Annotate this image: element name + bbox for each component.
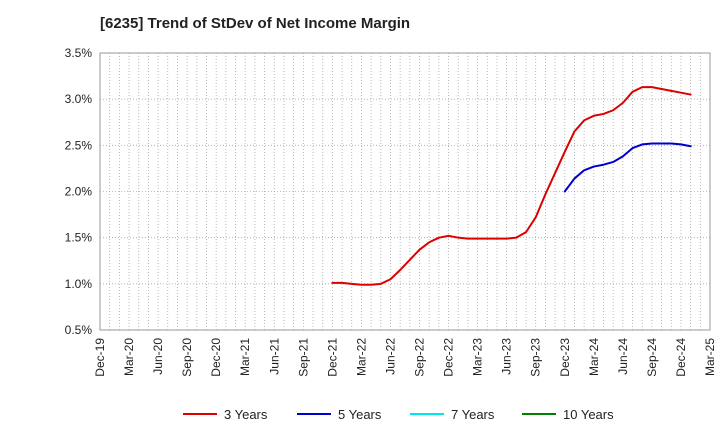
grid-lines xyxy=(100,53,710,330)
x-tick-label: Jun-21 xyxy=(267,338,281,375)
x-tick-label: Mar-21 xyxy=(238,338,252,376)
legend-label-5-years: 5 Years xyxy=(338,407,382,422)
x-axis-tick-labels: Dec-19 Mar-20 Jun-20 Sep-20 Dec-20 Mar-21 Jun-… xyxy=(93,338,717,377)
x-tick-label: Dec-19 xyxy=(93,338,107,377)
x-tick-label: Jun-20 xyxy=(151,338,165,375)
x-tick-label: Mar-24 xyxy=(587,338,601,376)
x-tick-label: Jun-22 xyxy=(383,338,397,375)
x-tick-label: Mar-23 xyxy=(471,338,485,376)
y-axis-tick-labels: 0.5% 1.0% 1.5% 2.0% 2.5% 3.0% 3.5% xyxy=(65,46,93,337)
y-tick-label: 1.5% xyxy=(65,231,93,245)
x-tick-label: Dec-22 xyxy=(442,338,456,377)
x-tick-label: Sep-21 xyxy=(296,338,310,377)
series-line-5-years xyxy=(563,142,692,193)
x-tick-label: Dec-20 xyxy=(209,338,223,377)
x-tick-label: Mar-20 xyxy=(122,338,136,376)
x-tick-label: Jun-24 xyxy=(616,338,630,375)
y-tick-label: 0.5% xyxy=(65,323,93,337)
y-tick-label: 3.5% xyxy=(65,46,93,60)
legend-label-7-years: 7 Years xyxy=(451,407,495,422)
x-tick-label: Dec-21 xyxy=(325,338,339,377)
x-tick-label: Mar-22 xyxy=(354,338,368,376)
series-lines xyxy=(331,86,692,286)
legend-label-10-years: 10 Years xyxy=(563,407,614,422)
x-tick-label: Dec-23 xyxy=(558,338,572,377)
x-tick-label: Sep-24 xyxy=(645,338,659,377)
x-tick-label: Sep-22 xyxy=(413,338,427,377)
x-tick-label: Sep-23 xyxy=(529,338,543,377)
y-tick-label: 2.0% xyxy=(65,185,93,199)
legend-label-3-years: 3 Years xyxy=(224,407,268,422)
series-line-3-years xyxy=(331,86,692,286)
legend: 3 Years 5 Years 7 Years 10 Years xyxy=(183,407,614,422)
plot-frame xyxy=(99,52,711,331)
x-tick-label: Dec-24 xyxy=(674,338,688,377)
x-tick-label: Mar-25 xyxy=(703,338,717,376)
chart-title: [6235] Trend of StDev of Net Income Marg… xyxy=(100,15,411,32)
y-tick-label: 1.0% xyxy=(65,277,93,291)
x-tick-label: Jun-23 xyxy=(500,338,514,375)
y-tick-label: 3.0% xyxy=(65,92,93,106)
x-tick-label: Sep-20 xyxy=(180,338,194,377)
y-tick-label: 2.5% xyxy=(65,138,93,152)
